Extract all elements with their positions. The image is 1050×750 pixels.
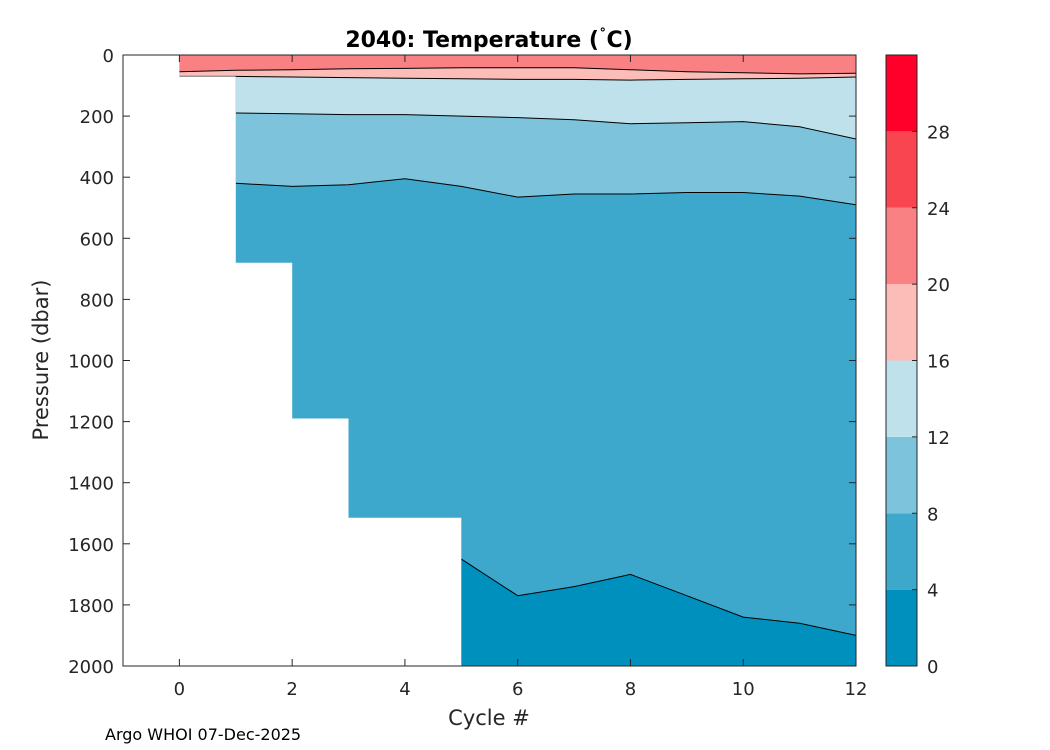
colorbar-tick-label: 24 [927,199,950,220]
x-axis: 0 2 4 6 8 10 12 [174,55,868,700]
x-tick-label: 10 [732,679,755,700]
footer-credit: Argo WHOI 07-Dec-2025 [105,725,302,744]
y-tick-label: 800 [80,290,114,311]
colorbar-tick-label: 12 [927,428,950,449]
y-tick-label: 1000 [68,352,114,373]
x-tick-label: 6 [512,679,523,700]
y-tick-label: 1200 [68,413,114,434]
y-tick-label: 400 [80,168,114,189]
colorbar-segment-28 [886,55,917,132]
contour-bands [179,55,856,666]
plot-area [122,54,857,667]
y-tick-label: 1800 [68,596,114,617]
colorbar-tick-label: 20 [927,275,950,296]
y-tick-label: 600 [80,229,114,250]
x-tick-label: 0 [174,679,185,700]
colorbar: 0 4 8 12 16 20 24 28 [885,54,950,678]
colorbar-segment-0 [886,589,917,666]
isotherm-20 [179,67,856,75]
colorbar-segment-4 [886,513,917,590]
y-tick-label: 200 [80,107,114,128]
colorbar-segment-12 [886,360,917,437]
band-0-4 [461,559,856,666]
colorbar-tick-label: 8 [927,504,938,525]
x-tick-label: 12 [845,679,868,700]
colorbar-tick-label: 16 [927,352,950,373]
isotherm-16 [179,75,856,81]
isotherm-12 [235,112,856,140]
colorbar-segment-8 [886,436,917,514]
colorbar-tick-label: 28 [927,122,950,143]
chart-title-unit: C) [606,28,632,53]
band-20-24 [179,55,856,74]
colorbar-segment-16 [886,284,917,361]
y-axis-label: Pressure (dbar) [29,280,53,441]
chart-title-text: 2040: Temperature ( [345,28,599,53]
x-axis-label: Cycle # [448,706,530,730]
isotherm-lines [179,67,856,636]
band-4-8 [179,55,856,666]
y-tick-label: 0 [103,46,114,67]
chart-title-degree: ˚ [599,27,607,45]
colorbar-segment-24 [886,131,917,208]
x-tick-label: 2 [286,679,297,700]
chart-title: 2040: Temperature (˚C) [345,27,632,53]
y-tick-label: 2000 [68,657,114,678]
colorbar-segment-20 [886,207,917,285]
colorbar-tick-label: 4 [927,581,938,602]
x-tick-label: 4 [399,679,410,700]
y-axis: 0 200 400 600 800 1000 1200 1400 1600 1800 2000 [68,46,856,678]
isotherm-8 [235,178,856,206]
y-tick-label: 1400 [68,474,114,495]
isotherm-4 [461,558,856,636]
y-tick-label: 1600 [68,535,114,556]
x-tick-label: 8 [625,679,636,700]
colorbar-tick-label: 0 [927,657,938,678]
